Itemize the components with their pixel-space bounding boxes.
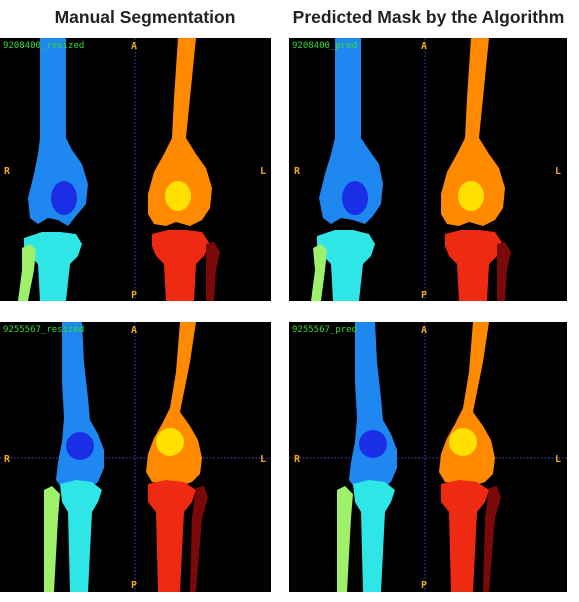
patella-right [66, 432, 94, 460]
patella-left [165, 181, 191, 211]
patella-right [51, 181, 77, 215]
patella-right [359, 430, 387, 458]
orientation-posterior: P [421, 290, 427, 301]
fibula-right [44, 486, 60, 592]
panel-manual-top: 9208400_resized A P R L [0, 38, 271, 301]
fibula-right [337, 486, 353, 592]
orientation-anterior: A [131, 41, 137, 52]
title-manual-segmentation: Manual Segmentation [54, 7, 236, 27]
femur-left [439, 322, 495, 486]
orientation-right: R [4, 166, 11, 177]
panel-id-label: 9255567_resized [3, 325, 84, 335]
panel-predicted-bottom: 9255567_pred A P R L [289, 322, 567, 592]
tibia-right [353, 480, 395, 592]
fibula-left [190, 486, 208, 592]
orientation-left: L [260, 454, 266, 465]
tibia-right [60, 480, 102, 592]
femur-left [148, 38, 212, 226]
orientation-left: L [555, 454, 561, 465]
tibia-right [317, 230, 375, 301]
tibia-left [441, 480, 489, 592]
title-predicted-mask: Predicted Mask by the Algorithm [292, 7, 565, 27]
fibula-right [18, 244, 36, 301]
orientation-anterior: A [421, 41, 427, 52]
orientation-left: L [555, 166, 561, 177]
orientation-posterior: P [131, 580, 137, 591]
patella-right [342, 181, 368, 215]
orientation-anterior: A [421, 325, 427, 336]
tibia-right [24, 232, 82, 301]
panel-id-label: 9255567_pred [292, 325, 357, 335]
orientation-posterior: P [131, 290, 137, 301]
fibula-left [483, 486, 501, 592]
orientation-right: R [294, 166, 301, 177]
patella-left [458, 181, 484, 211]
femur-right [319, 38, 383, 224]
panel-id-label: 9208400_pred [292, 41, 357, 51]
fibula-left [206, 242, 220, 301]
orientation-posterior: P [421, 580, 427, 591]
femur-right [349, 322, 397, 492]
orientation-right: R [294, 454, 301, 465]
tibia-left [152, 230, 210, 301]
panel-predicted-top: 9208400_pred A P R L [289, 38, 567, 301]
orientation-anterior: A [131, 325, 137, 336]
patella-left [156, 428, 184, 456]
fibula-right [311, 244, 327, 301]
femur-right [56, 322, 104, 492]
panel-id-label: 9208400_resized [3, 41, 84, 51]
femur-right [28, 38, 88, 226]
orientation-right: R [4, 454, 11, 465]
panel-manual-bottom: 9255567_resized A P R L [0, 322, 271, 592]
femur-left [146, 322, 202, 486]
tibia-left [148, 480, 196, 592]
fibula-left [497, 242, 511, 301]
tibia-left [445, 230, 503, 301]
orientation-left: L [260, 166, 266, 177]
femur-left [441, 38, 505, 226]
patella-left [449, 428, 477, 456]
